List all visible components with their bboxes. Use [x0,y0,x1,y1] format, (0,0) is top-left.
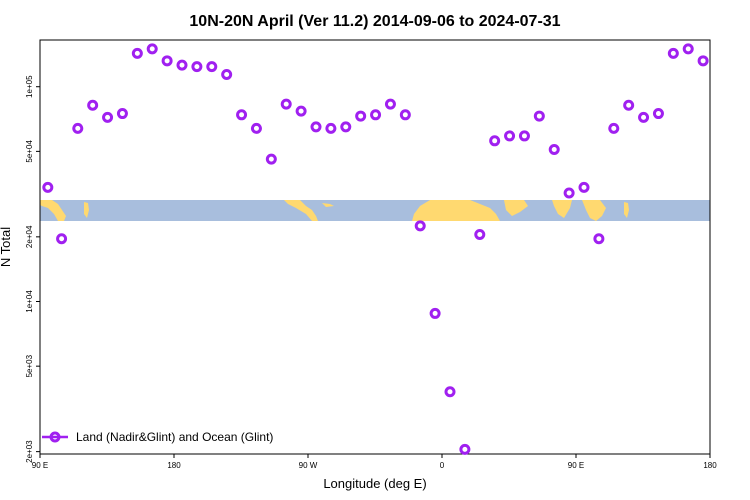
data-point [42,181,54,193]
data-point [310,121,322,133]
land-arabia [504,200,528,216]
data-point [370,109,382,121]
data-point [489,135,501,147]
data-point [56,233,68,245]
data-point [340,121,352,133]
legend-label: Land (Nadir&Glint) and Ocean (Glint) [76,430,273,444]
data-point [221,68,233,80]
ocean-band [40,200,710,221]
land-indochina [582,200,606,221]
data-point [355,110,367,122]
data-point [265,153,277,165]
x-axis-ticks: 90 E 180 90 W 0 90 E 180 [32,454,717,470]
land-central-america [284,200,318,221]
y-axis-ticks: 2e+03 5e+03 1e+04 2e+04 5e+04 1e+05 [25,75,40,463]
data-point [652,108,664,120]
data-point [548,144,560,156]
x-tick-label: 90 W [299,461,318,470]
data-point [250,122,262,134]
y-axis-label: N Total [0,227,13,267]
chart-title: 10N-20N April (Ver 11.2) 2014-09-06 to 2… [189,13,560,30]
plot-frame [39,39,711,455]
land-philippines [84,202,89,218]
data-point [638,111,650,123]
y-tick-label: 2e+03 [25,440,34,463]
data-point [578,181,590,193]
y-tick-label: 5e+04 [25,140,34,163]
data-point [146,43,158,55]
data-point [444,386,456,398]
data-point [399,109,411,121]
land-india [552,200,572,218]
y-tick-label: 2e+04 [25,225,34,248]
data-point [325,122,337,134]
data-point [102,111,114,123]
data-point [697,55,709,67]
data-point [459,443,471,455]
x-tick-label: 180 [703,461,717,470]
land-caribbean [322,203,334,207]
x-axis-label: Longitude (deg E) [323,476,426,491]
data-point [206,61,218,73]
y-tick-label: 5e+03 [25,354,34,377]
land-west-africa [412,200,500,221]
x-tick-label: 90 E [568,461,584,470]
data-point [682,43,694,55]
data-point [384,98,396,110]
data-point [429,307,441,319]
world-map-strip [40,200,710,221]
data-point [533,110,545,122]
y-tick-label: 1e+05 [25,75,34,98]
data-point [295,105,307,117]
data-point [131,47,143,59]
data-point [608,122,620,134]
land-philippines-right [624,202,629,218]
data-point [474,229,486,241]
land-southeast-asia [40,200,66,221]
y-tick-label: 1e+04 [25,290,34,313]
x-tick-label: 90 E [32,461,48,470]
data-point [518,130,530,142]
data-point [176,59,188,71]
data-point [563,187,575,199]
data-point [191,61,203,73]
data-points [42,43,709,455]
legend-marker [49,431,61,443]
data-point [280,98,292,110]
land-shapes [40,200,629,221]
data-point [504,130,516,142]
data-point [236,109,248,121]
data-point [161,55,173,67]
data-point [87,99,99,111]
data-point [667,47,679,59]
data-point [414,220,426,232]
data-point [623,99,635,111]
legend: Land (Nadir&Glint) and Ocean (Glint) [42,430,273,444]
data-point [593,233,605,245]
x-tick-label: 180 [167,461,181,470]
data-point [72,122,84,134]
x-tick-label: 0 [440,461,445,470]
data-point [116,108,128,120]
